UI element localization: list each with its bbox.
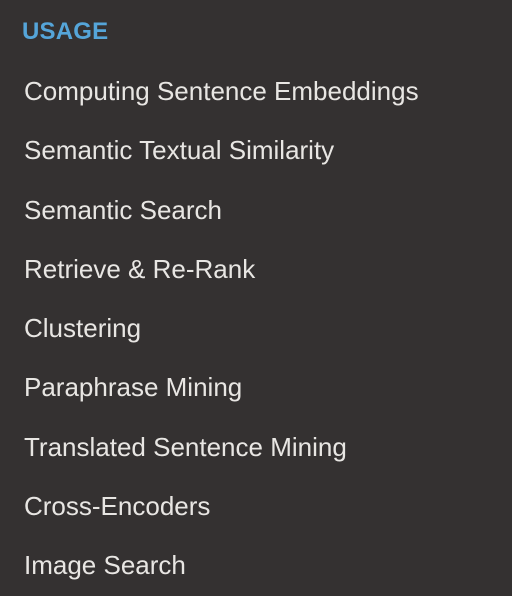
nav-item-image-search[interactable]: Image Search bbox=[24, 550, 186, 581]
nav-item-paraphrase-mining[interactable]: Paraphrase Mining bbox=[24, 372, 243, 403]
nav-item-retrieve-rerank[interactable]: Retrieve & Re-Rank bbox=[24, 253, 256, 284]
nav-item-semantic-textual-similarity[interactable]: Semantic Textual Similarity bbox=[24, 135, 335, 166]
section-caption-usage: USAGE bbox=[22, 18, 109, 45]
nav-item-semantic-search[interactable]: Semantic Search bbox=[24, 194, 222, 225]
nav-list: Computing Sentence Embeddings Semantic T… bbox=[0, 62, 512, 596]
nav-item-cross-encoders[interactable]: Cross-Encoders bbox=[24, 491, 211, 522]
nav-item-clustering[interactable]: Clustering bbox=[24, 313, 142, 344]
nav-item-translated-sentence-mining[interactable]: Translated Sentence Mining bbox=[24, 431, 347, 462]
nav-item-computing-sentence-embeddings[interactable]: Computing Sentence Embeddings bbox=[24, 76, 419, 106]
